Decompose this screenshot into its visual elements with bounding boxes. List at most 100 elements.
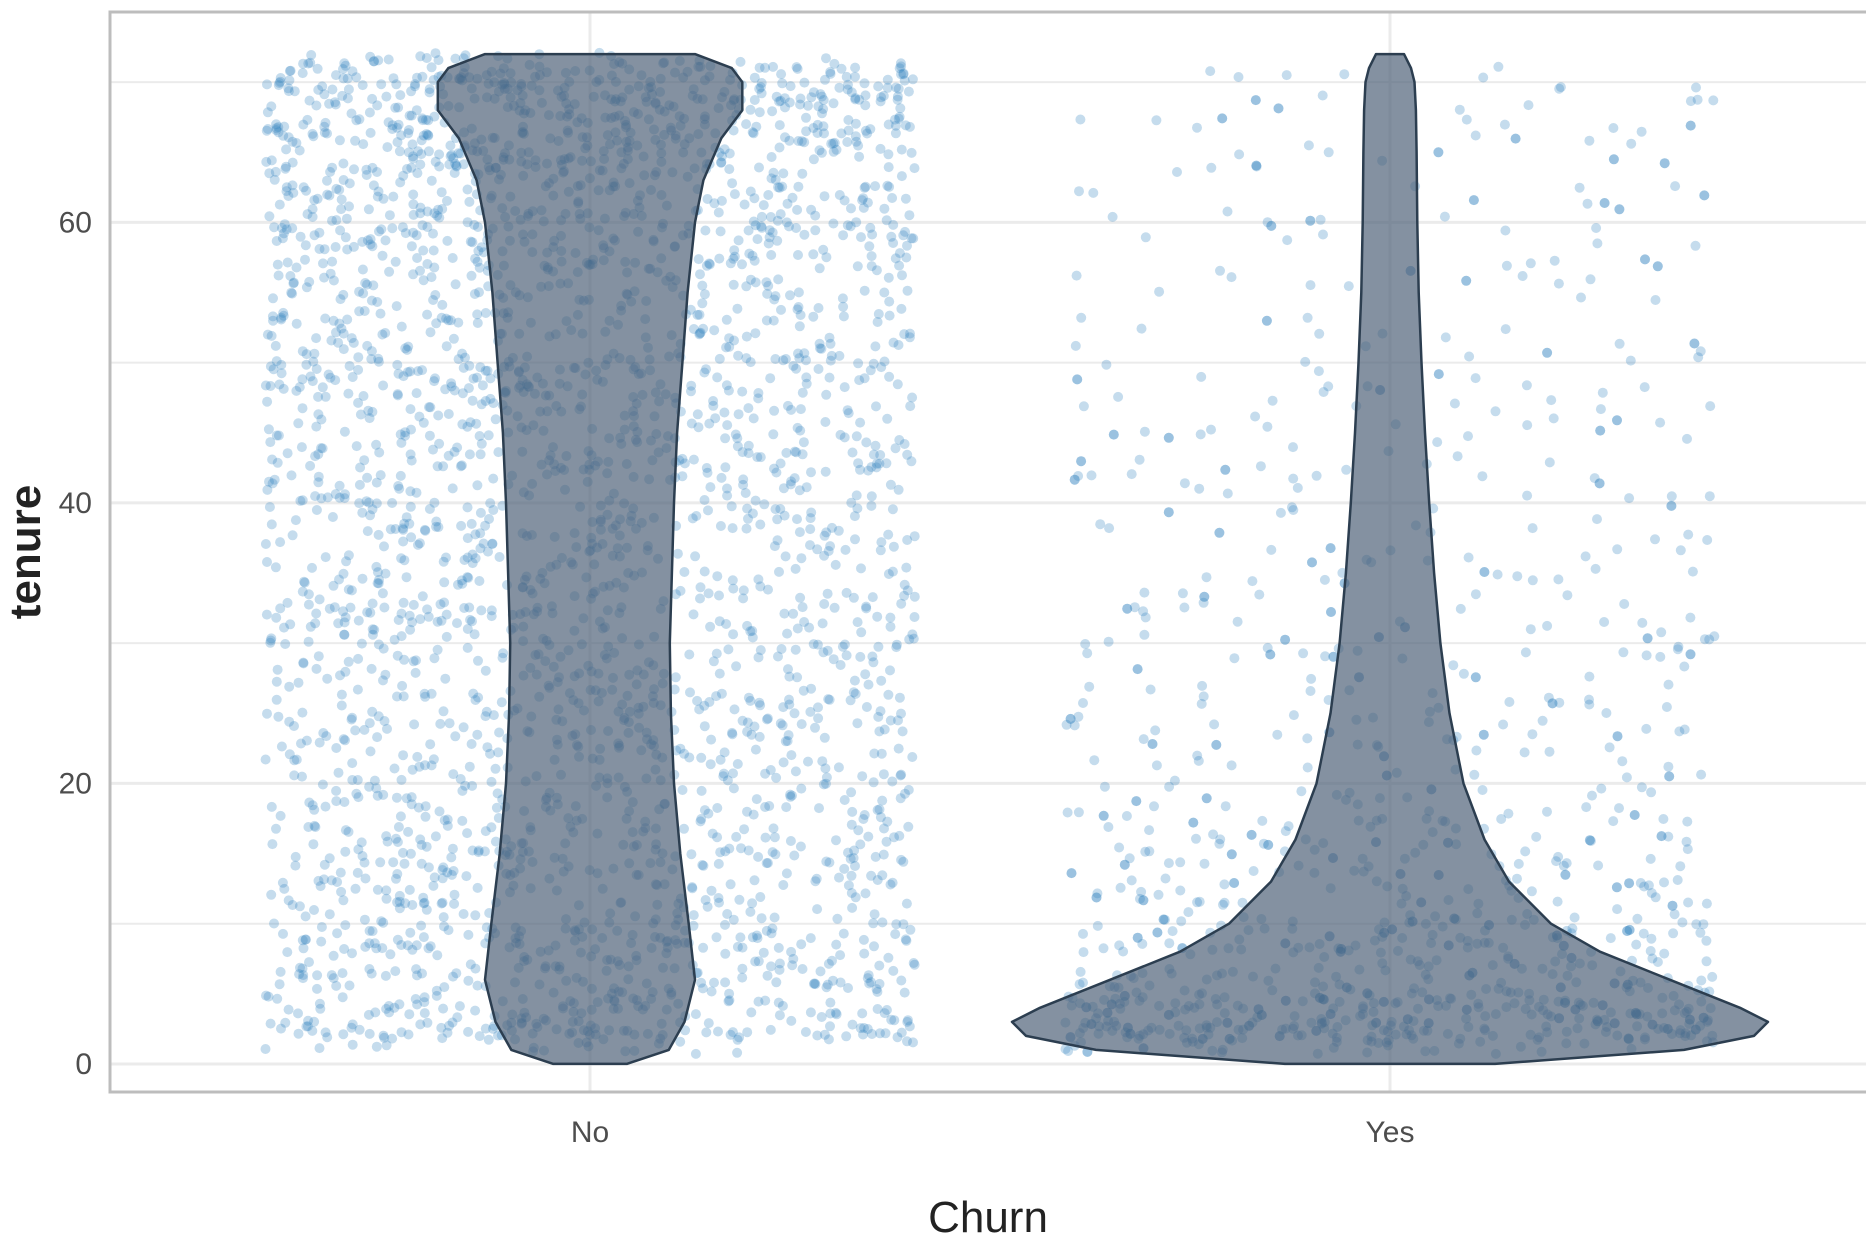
jitter-point: [463, 929, 474, 940]
jitter-point: [1175, 857, 1186, 868]
jitter-point: [453, 317, 464, 328]
jitter-point: [271, 123, 282, 134]
jitter-point: [428, 880, 439, 891]
jitter-point: [753, 851, 764, 862]
jitter-point: [340, 612, 351, 623]
jitter-point: [1584, 835, 1595, 846]
jitter-point: [826, 350, 837, 361]
jitter-point: [307, 128, 318, 139]
jitter-point: [745, 906, 756, 917]
jitter-point: [469, 629, 480, 640]
jitter-point: [1470, 589, 1481, 600]
jitter-point: [408, 269, 419, 280]
jitter-point: [353, 364, 364, 375]
jitter-point: [313, 409, 324, 420]
jitter-point: [472, 309, 483, 320]
jitter-point: [344, 201, 354, 212]
jitter-point: [1314, 328, 1325, 339]
jitter-point: [1679, 724, 1690, 735]
jitter-point: [1317, 90, 1328, 101]
jitter-point: [1614, 803, 1624, 814]
jitter-point: [260, 754, 271, 765]
jitter-point: [1201, 793, 1212, 804]
jitter-point: [391, 833, 401, 844]
jitter-point: [342, 93, 353, 104]
jitter-point: [1576, 292, 1586, 303]
jitter-point: [1063, 1046, 1074, 1056]
jitter-point: [1069, 474, 1080, 485]
jitter-point: [767, 847, 778, 858]
jitter-point: [756, 211, 767, 222]
jitter-point: [1247, 576, 1258, 587]
jitter-point: [477, 380, 488, 391]
jitter-point: [446, 149, 457, 160]
jitter-point: [473, 845, 484, 856]
jitter-point: [274, 379, 285, 390]
jitter-point: [412, 253, 423, 263]
jitter-point: [1246, 829, 1257, 840]
jitter-point: [337, 968, 348, 979]
jitter-point: [457, 388, 468, 399]
jitter-point: [367, 926, 378, 937]
jitter-point: [353, 792, 364, 803]
jitter-point: [433, 522, 444, 533]
jitter-point: [858, 934, 869, 945]
jitter-point: [904, 210, 915, 221]
jitter-point: [728, 253, 739, 264]
jitter-point: [338, 734, 349, 745]
jitter-point: [1685, 120, 1696, 131]
jitter-point: [1693, 352, 1704, 363]
jitter-point: [904, 1021, 915, 1032]
jitter-point: [429, 497, 440, 508]
jitter-point: [892, 94, 903, 105]
jitter-point: [339, 493, 350, 504]
jitter-point: [765, 765, 776, 775]
jitter-point: [414, 538, 425, 549]
jitter-point: [415, 265, 425, 276]
jitter-point: [372, 567, 383, 578]
jitter-point: [1652, 261, 1663, 272]
jitter-point: [790, 644, 801, 655]
jitter-point: [1250, 95, 1261, 106]
jitter-point: [1088, 187, 1099, 198]
jitter-point: [784, 221, 794, 232]
jitter-point: [677, 785, 688, 795]
jitter-point: [899, 75, 910, 86]
jitter-point: [725, 258, 736, 269]
jitter-point: [301, 735, 312, 746]
jitter-point: [432, 210, 443, 221]
jitter-point: [313, 391, 324, 402]
jitter-point: [343, 656, 354, 667]
jitter-point: [467, 616, 477, 627]
jitter-point: [703, 588, 714, 599]
jitter-point: [818, 779, 829, 790]
jitter-point: [696, 977, 707, 988]
jitter-point: [716, 157, 727, 168]
jitter-point: [483, 546, 493, 557]
jitter-point: [493, 813, 504, 823]
jitter-point: [485, 748, 495, 759]
jitter-point: [1217, 113, 1228, 124]
jitter-point: [1201, 572, 1212, 583]
jitter-point: [762, 713, 773, 724]
jitter-point: [388, 857, 399, 868]
jitter-point: [741, 281, 752, 292]
jitter-point: [1696, 975, 1707, 986]
jitter-point: [1266, 220, 1277, 231]
jitter-point: [699, 805, 710, 816]
jitter-point: [338, 158, 349, 169]
jitter-point: [406, 162, 417, 173]
jitter-point: [320, 391, 331, 402]
jitter-point: [1226, 760, 1237, 771]
jitter-point: [1668, 928, 1679, 939]
jitter-point: [856, 627, 867, 638]
jitter-point: [1677, 917, 1688, 928]
jitter-point: [1461, 114, 1472, 125]
jitter-point: [1584, 699, 1595, 710]
jitter-point: [486, 822, 497, 833]
jitter-point: [677, 471, 688, 482]
jitter-point: [464, 196, 475, 207]
jitter-point: [420, 691, 431, 702]
jitter-point: [380, 970, 391, 981]
jitter-point: [893, 715, 903, 726]
